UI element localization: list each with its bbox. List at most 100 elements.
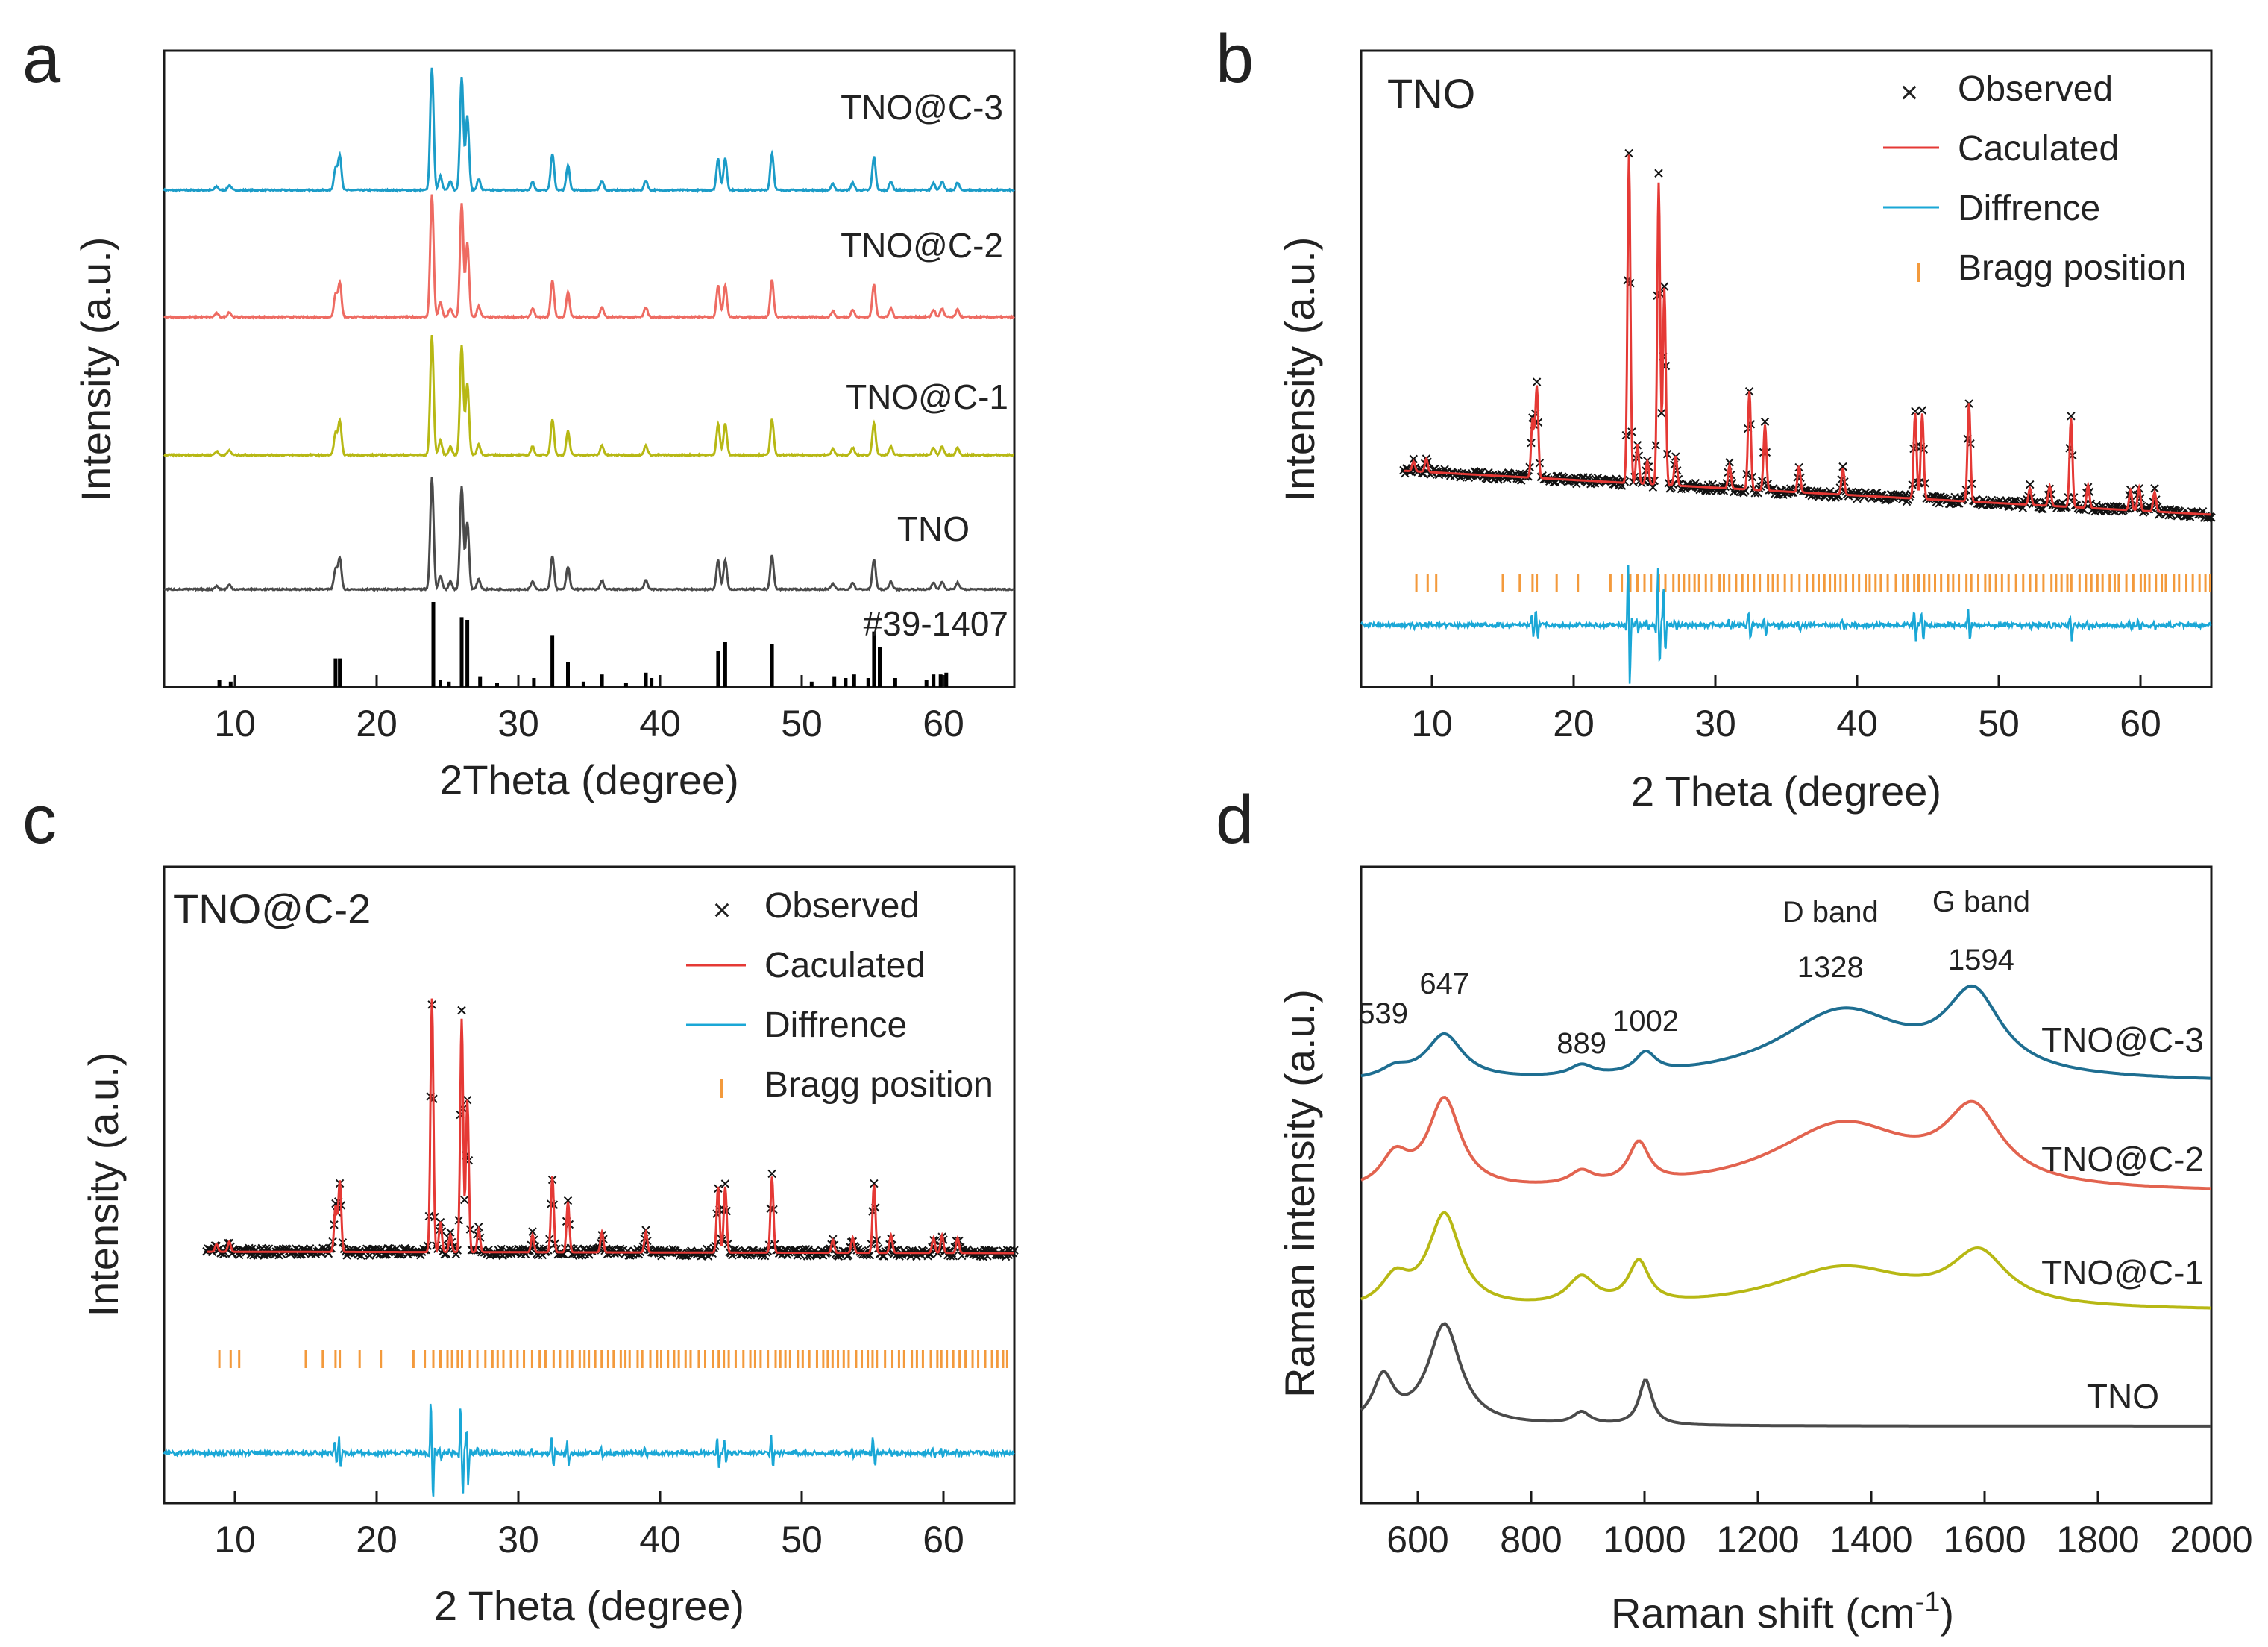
panel-b-observed-point	[1654, 169, 1663, 178]
panel-c-x-axis-title: 2 Theta (degree)	[434, 1582, 744, 1629]
panel-d-label-tno-c1: TNO@C-1	[2041, 1253, 2204, 1292]
panel-b-bragg-positions	[1415, 574, 2211, 592]
panel-c-observed-point	[563, 1196, 573, 1205]
panel-b-y-axis-title: Intensity (a.u.)	[1276, 237, 1323, 502]
panel-c-legend-calculated: Caculated	[764, 946, 926, 985]
panel-c-observed-point	[245, 1243, 254, 1252]
panel-c-legend: × Observed Caculated Diffrence Bragg pos…	[686, 886, 993, 1105]
panel-a-x-tick-label-0: 10	[214, 703, 256, 744]
panel-letter-b: b	[1216, 21, 1254, 97]
panel-b-observed-point	[1741, 486, 1750, 495]
panel-b: 10 20 30 40 50 60 TNO × Observed Caculated Di…	[1276, 49, 2216, 815]
panel-d-peak-label-539: 539	[1358, 997, 1408, 1030]
panel-c-bragg-positions	[218, 1350, 1008, 1368]
panel-b-observed-point	[2018, 503, 2028, 512]
panel-b-frame	[1360, 49, 2213, 688]
panel-b-observed-point	[1659, 282, 1669, 291]
panel-c-observed-point	[457, 1006, 466, 1015]
panel-b-legend-observed-marker: ×	[1900, 75, 1919, 110]
panel-d-label-tno-c3: TNO@C-3	[2041, 1020, 2204, 1059]
panel-b-observed-point	[2026, 480, 2035, 489]
panel-a-series-tnoc-3	[163, 67, 1015, 194]
panel-d-series-tnoc-3	[1360, 984, 2212, 1080]
panel-d-label-tno: TNO	[2087, 1377, 2159, 1416]
panel-c-x-tick-label-0: 10	[214, 1519, 256, 1560]
panel-b-x-tick-label-3: 40	[1836, 703, 1878, 744]
panel-b-plot	[1360, 148, 2216, 684]
panel-d-peak-label-889: 889	[1556, 1027, 1606, 1060]
panel-d-x-tick-label-3: 1200	[1716, 1519, 1799, 1560]
panel-d-series-tnoc-2	[1360, 1095, 2212, 1190]
panel-c-x-tick-label-2: 30	[497, 1519, 539, 1560]
panel-a-label-tno: TNO	[897, 509, 970, 548]
panel-d-band-label-0: D band	[1782, 896, 1879, 929]
panel-d-peak-label-1328: 1328	[1797, 951, 1864, 984]
panel-a-reference-lines	[217, 602, 949, 687]
panel-d-peak-label-647: 647	[1419, 967, 1469, 1000]
panel-d-x-tick-label-6: 1800	[2056, 1519, 2139, 1560]
panel-b-x-axis-title: 2 Theta (degree)	[1631, 768, 1941, 815]
panel-a-x-tick-label-5: 60	[923, 703, 964, 744]
panel-d-y-axis-title: Raman intensity (a.u.)	[1276, 989, 1323, 1398]
panel-b-observed-point	[1838, 462, 1847, 471]
panel-d-label-tno-c2: TNO@C-2	[2041, 1140, 2204, 1179]
panel-d-x-tick-label-7: 2000	[2170, 1519, 2252, 1560]
panel-d: 600 800 1000 1200 1400 1600 1800 2000 TNO@C-3 T…	[1276, 865, 2253, 1637]
panel-b-observed-point	[1657, 409, 1666, 418]
panel-a-series-tnoc-2	[163, 194, 1015, 321]
panel-a-label-tno-c1: TNO@C-1	[846, 377, 1008, 416]
panel-c-x-tick-label-1: 20	[356, 1519, 398, 1560]
panel-a-x-tick-label-3: 40	[639, 703, 681, 744]
panel-d-plot	[1360, 984, 2212, 1428]
panel-c-x-tick-label-5: 60	[923, 1519, 964, 1560]
panel-d-peak-label-1594: 1594	[1948, 944, 2014, 976]
panel-a-series-tnoc-1	[163, 335, 1015, 459]
panel-b-observed-point	[2150, 484, 2159, 493]
panel-d-x-axis-title-main: Raman shift (cm	[1611, 1590, 1915, 1637]
panel-a-y-axis-title: Intensity (a.u.)	[72, 237, 119, 502]
panel-a-x-tick-label-1: 20	[356, 703, 398, 744]
panel-letter-a: a	[22, 21, 61, 97]
panel-letter-c: c	[22, 782, 57, 858]
panel-b-observed-point	[1629, 477, 1638, 486]
panel-c-x-tick-label-4: 50	[781, 1519, 823, 1560]
panel-a: 10 20 30 40 50 60 TNO@C-3 TNO@C-2 TNO@C-1 TNO…	[72, 49, 1016, 803]
panel-b-observed-point	[1911, 407, 1920, 416]
panel-b-legend-calculated: Caculated	[1958, 129, 2119, 169]
panel-c-y-axis-title: Intensity (a.u.)	[80, 1052, 127, 1317]
panel-d-x-axis-title: Raman shift (cm-1)	[1611, 1587, 1954, 1637]
panel-b-observed-point	[1532, 377, 1542, 386]
panel-c-legend-difference: Diffrence	[764, 1006, 907, 1045]
panel-d-peak-label-1002: 1002	[1612, 1005, 1679, 1038]
panel-a-series	[163, 67, 1016, 592]
panel-c-legend-observed-marker: ×	[713, 892, 732, 927]
panel-a-series-tno	[163, 477, 1016, 592]
panel-a-label-tno-c2: TNO@C-2	[841, 226, 1003, 265]
panel-d-series-tno	[1360, 1322, 2211, 1428]
panel-d-x-axis-title-sup: -1	[1915, 1587, 1941, 1618]
panel-a-label-reference: #39-1407	[864, 604, 1008, 643]
panel-c-legend-observed: Observed	[764, 886, 920, 926]
panel-b-legend-difference: Diffrence	[1958, 189, 2100, 228]
panel-b-legend: × Observed Caculated Diffrence Bragg pos…	[1883, 69, 2187, 288]
panel-b-observed-point	[1917, 406, 1927, 415]
panel-c: 10 20 30 40 50 60 TNO@C-2 × Observed Caculate…	[80, 865, 1019, 1629]
panel-c-plot	[163, 998, 1019, 1497]
panel-d-band-label-1: G band	[1932, 885, 2030, 918]
panel-c-observed-point	[460, 1195, 469, 1205]
panel-b-x-tick-label-2: 30	[1694, 703, 1736, 744]
panel-d-x-tick-label-5: 1600	[1943, 1519, 2026, 1560]
panel-letter-d: d	[1216, 782, 1254, 858]
panel-d-x-tick-label-1: 800	[1500, 1519, 1562, 1560]
panel-c-frame	[163, 865, 1016, 1505]
panel-b-observed-point	[1624, 148, 1633, 158]
panel-b-observed-point	[2038, 504, 2047, 514]
panel-d-x-tick-label-0: 600	[1386, 1519, 1448, 1560]
panel-d-frame	[1360, 865, 2213, 1505]
panel-b-observed-point	[1409, 454, 1419, 464]
panel-d-x-tick-label-2: 1000	[1603, 1519, 1686, 1560]
panel-d-x-tick-label-4: 1400	[1829, 1519, 1912, 1560]
panel-b-x-tick-label-1: 20	[1553, 703, 1595, 744]
